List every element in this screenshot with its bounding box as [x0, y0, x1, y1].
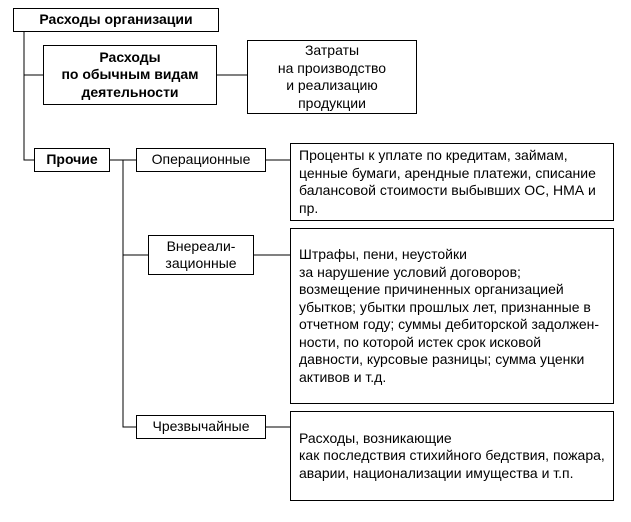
node-extra-desc: Расходы, возникающиекак последствия стих…	[290, 411, 614, 501]
node-nonop-desc: Штрафы, пени, неустойкиза нарушение усло…	[290, 228, 614, 404]
node-operational: Операционные	[136, 148, 266, 172]
diagram-canvas: Расходы организации Расходыпо обычным ви…	[0, 0, 631, 522]
node-ordinary: Расходыпо обычным видамдеятельности	[43, 45, 217, 105]
node-other: Прочие	[34, 148, 110, 172]
node-extra: Чрезвычайные	[136, 415, 266, 439]
node-root: Расходы организации	[13, 8, 219, 32]
node-op-desc: Проценты к уплате по кредитам, займам, ц…	[290, 143, 614, 221]
node-nonoper: Внереали-зационные	[148, 235, 254, 275]
node-costs: Затратына производствои реализациюпродук…	[247, 40, 417, 114]
